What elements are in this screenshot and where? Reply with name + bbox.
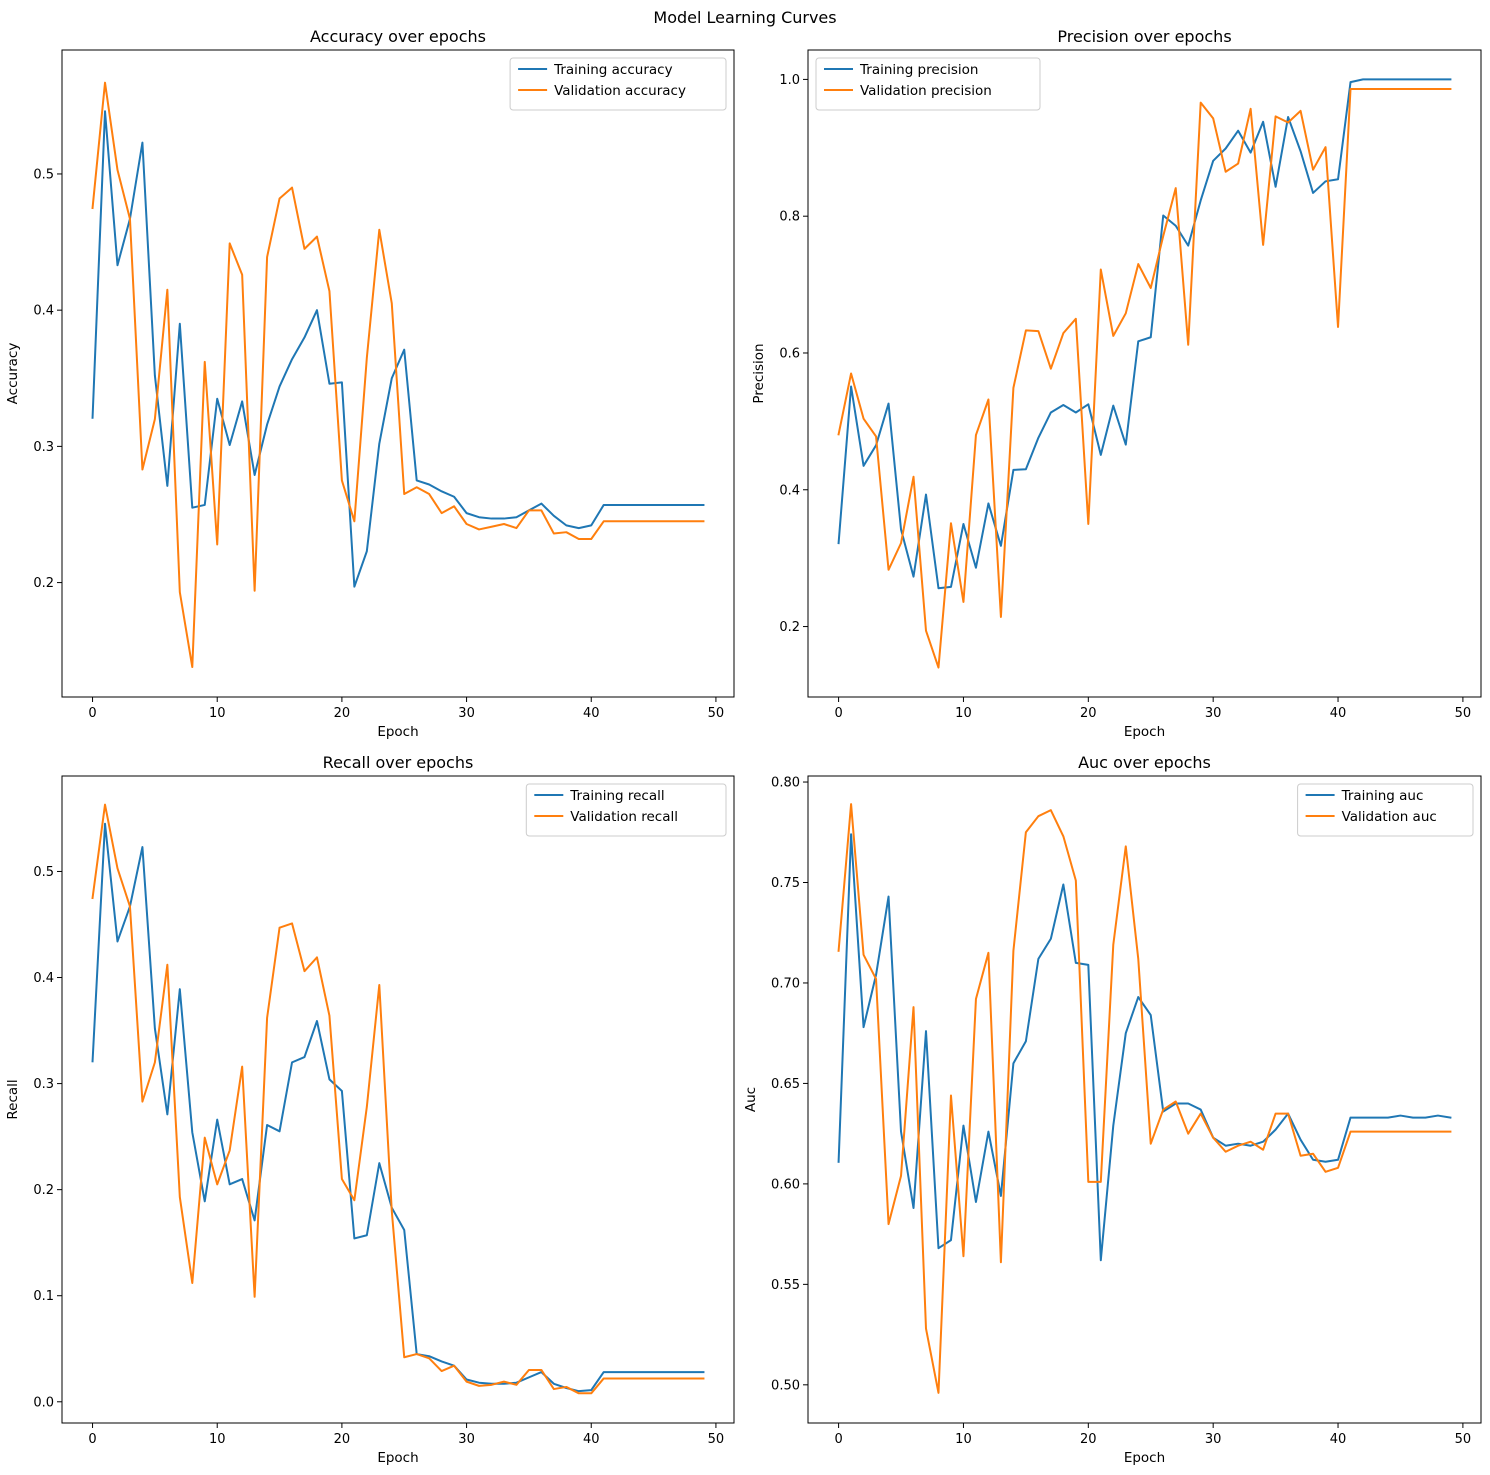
legend: Training recall Validation recall — [525, 783, 727, 837]
x-tick-label: 30 — [1205, 706, 1222, 721]
x-tick-label: 40 — [1330, 1432, 1347, 1447]
y-tick-label: 0.2 — [33, 576, 54, 591]
x-tick-label: 50 — [708, 1432, 725, 1447]
x-tick-label: 10 — [955, 706, 972, 721]
y-tick-label: 0.65 — [771, 1077, 800, 1092]
subplot-title: Auc over epochs — [1078, 753, 1211, 772]
axes-frame — [61, 49, 735, 698]
y-tick-label: 0.5 — [33, 167, 54, 182]
y-tick-label: 0.2 — [779, 620, 800, 635]
x-tick-label: 0 — [834, 706, 842, 721]
subplot: 0 10 20 30 40 50 0.2 0.4 0.6 0.8 1.0 Precision over… — [751, 27, 1482, 740]
y-tick-label: 0.8 — [779, 210, 800, 225]
legend-frame — [815, 57, 1041, 111]
series-line — [91, 110, 705, 588]
subplot-title: Recall over epochs — [323, 753, 474, 772]
y-tick-label: 0.70 — [771, 976, 800, 991]
x-tick-label: 50 — [1455, 1432, 1472, 1447]
axes-frame — [807, 775, 1482, 1424]
y-tick-label: 0.60 — [771, 1177, 800, 1192]
x-tick-label: 30 — [458, 706, 475, 721]
x-tick-label: 0 — [834, 1432, 842, 1447]
y-tick-label: 0.75 — [771, 876, 800, 891]
y-tick-label: 0.1 — [33, 1289, 54, 1304]
y-axis-label: Precision — [751, 343, 767, 403]
series-line — [837, 833, 1452, 1262]
x-tick-label: 20 — [334, 706, 351, 721]
subplot-title: Accuracy over epochs — [310, 27, 486, 46]
y-tick-label: 0.4 — [33, 971, 54, 986]
legend-frame — [525, 783, 727, 837]
x-tick-label: 30 — [458, 1432, 475, 1447]
subplot-title: Precision over epochs — [1057, 27, 1231, 46]
series-line — [91, 803, 705, 1395]
x-tick-label: 20 — [1080, 1432, 1097, 1447]
x-tick-label: 40 — [583, 1432, 600, 1447]
subplot: 0 10 20 30 40 50 0.0 0.1 0.2 0.3 0.4 0.5 Recall over… — [5, 753, 735, 1466]
x-tick-label: 40 — [1330, 706, 1347, 721]
legend-entry: Validation precision — [860, 83, 992, 99]
x-tick-label: 50 — [1455, 706, 1472, 721]
axes-frame — [807, 49, 1482, 698]
y-tick-label: 0.6 — [779, 346, 800, 361]
x-axis-label: Epoch — [1124, 724, 1165, 740]
y-tick-label: 1.0 — [779, 73, 800, 88]
y-axis-label: Recall — [5, 1079, 21, 1119]
x-tick-label: 0 — [88, 706, 96, 721]
legend: Training accuracy Validation accuracy — [509, 57, 727, 111]
legend-frame — [1297, 783, 1474, 837]
x-tick-label: 20 — [1080, 706, 1097, 721]
y-tick-label: 0.80 — [771, 776, 800, 791]
legend-frame — [509, 57, 727, 111]
legend: Training auc Validation auc — [1297, 783, 1474, 837]
x-axis-label: Epoch — [1124, 1450, 1165, 1466]
y-tick-label: 0.0 — [33, 1395, 54, 1410]
legend-entry: Validation recall — [570, 809, 678, 825]
subplot: 0 10 20 30 40 50 0.50 0.55 0.60 0.65 0.70 0.75 0.80 A… — [743, 753, 1482, 1466]
legend: Training precision Validation precision — [815, 57, 1041, 111]
x-axis-label: Epoch — [377, 1450, 418, 1466]
legend-entry: Training recall — [569, 788, 664, 804]
series-line — [837, 78, 1452, 590]
legend-entry: Training accuracy — [553, 62, 672, 78]
legend-entry: Training auc — [1341, 788, 1424, 804]
x-tick-label: 10 — [209, 706, 226, 721]
x-tick-label: 10 — [209, 1432, 226, 1447]
y-axis-label: Auc — [743, 1087, 759, 1112]
legend-entry: Validation accuracy — [554, 83, 686, 99]
legend-entry: Training precision — [859, 62, 978, 78]
x-tick-label: 0 — [88, 1432, 96, 1447]
x-tick-label: 10 — [955, 1432, 972, 1447]
series-line — [837, 87, 1452, 669]
y-tick-label: 0.5 — [33, 865, 54, 880]
x-tick-label: 20 — [334, 1432, 351, 1447]
series-line — [91, 822, 705, 1393]
axes-frame — [61, 775, 735, 1424]
series-line — [837, 803, 1452, 1394]
y-tick-label: 0.2 — [33, 1183, 54, 1198]
subplot: 0 10 20 30 40 50 0.2 0.3 0.4 0.5 Accuracy over epo… — [5, 27, 735, 740]
y-axis-label: Accuracy — [5, 343, 21, 405]
series-line — [91, 81, 705, 669]
y-tick-label: 0.55 — [771, 1278, 800, 1293]
x-tick-label: 50 — [708, 706, 725, 721]
y-tick-label: 0.3 — [33, 1077, 54, 1092]
legend-entry: Validation auc — [1342, 809, 1437, 825]
y-tick-label: 0.4 — [779, 483, 800, 498]
y-tick-label: 0.3 — [33, 440, 54, 455]
x-tick-label: 40 — [583, 706, 600, 721]
y-tick-label: 0.4 — [33, 304, 54, 319]
x-axis-label: Epoch — [377, 724, 418, 740]
x-tick-label: 30 — [1205, 1432, 1222, 1447]
y-tick-label: 0.50 — [771, 1378, 800, 1393]
subplots-grid: 0 10 20 30 40 50 0.2 0.3 0.4 0.5 Accuracy over epo… — [5, 27, 1482, 1466]
figure-title: Model Learning Curves — [653, 8, 836, 27]
